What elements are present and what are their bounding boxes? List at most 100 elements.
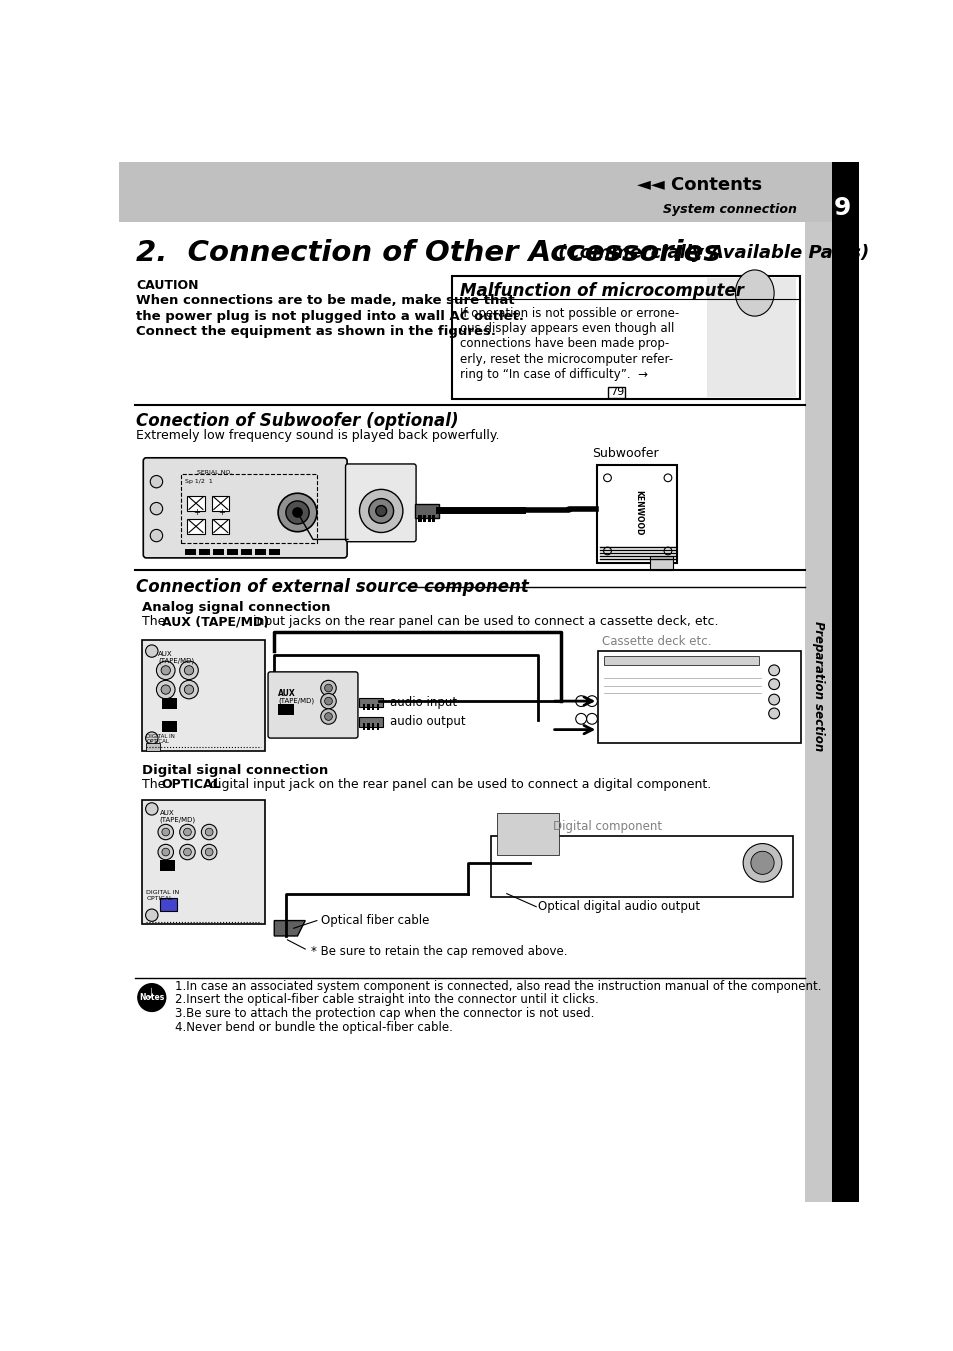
Bar [241, 549, 252, 555]
Circle shape [146, 732, 158, 744]
Circle shape [162, 848, 170, 857]
Bar [372, 704, 374, 711]
Bar [415, 504, 438, 517]
Text: Sp 1/2  1: Sp 1/2 1 [185, 480, 213, 484]
Text: ♩: ♩ [147, 986, 153, 1001]
Bar [418, 515, 421, 523]
Text: If operation is not possible or errone-: If operation is not possible or errone- [459, 307, 679, 320]
Text: Connect the equipment as shown in the figures.: Connect the equipment as shown in the fi… [136, 326, 496, 338]
Text: Subwoofer: Subwoofer [592, 447, 658, 459]
Bar [269, 549, 279, 555]
Bar [212, 519, 229, 534]
Text: 2.Insert the optical-fiber cable straight into the connector until it clicks.: 2.Insert the optical-fiber cable straigh… [174, 993, 598, 1006]
Text: OPTICAL: OPTICAL [146, 739, 169, 744]
FancyBboxPatch shape [268, 671, 357, 738]
Circle shape [150, 476, 162, 488]
Circle shape [183, 828, 192, 836]
Bar [278, 704, 294, 715]
Text: −: − [193, 530, 200, 539]
Text: 9: 9 [833, 196, 850, 220]
Circle shape [586, 713, 597, 724]
Circle shape [768, 665, 779, 676]
Text: Conection of Subwoofer (optional): Conection of Subwoofer (optional) [136, 412, 458, 430]
Bar [649, 557, 673, 570]
Text: AUX (TAPE/MD): AUX (TAPE/MD) [162, 615, 269, 628]
Bar [432, 515, 435, 523]
Circle shape [161, 685, 171, 694]
Text: Preparation section: Preparation section [811, 620, 824, 751]
Polygon shape [274, 920, 305, 936]
Text: OPTICAL: OPTICAL [146, 896, 172, 901]
Circle shape [324, 697, 332, 705]
Text: ◄◄ Contents: ◄◄ Contents [637, 176, 761, 195]
Circle shape [205, 828, 213, 836]
Circle shape [603, 474, 611, 482]
Circle shape [586, 696, 597, 707]
Text: 2.  Connection of Other Accessories: 2. Connection of Other Accessories [136, 239, 720, 267]
Bar [119, 162, 831, 222]
Text: 3.Be sure to attach the protection cap when the connector is not used.: 3.Be sure to attach the protection cap w… [174, 1008, 594, 1020]
Circle shape [205, 848, 213, 857]
Circle shape [603, 547, 611, 555]
Text: AUX: AUX [278, 689, 295, 698]
Circle shape [768, 708, 779, 719]
Text: Digital component: Digital component [553, 820, 661, 834]
Circle shape [663, 547, 671, 555]
Bar [199, 549, 210, 555]
Text: * Be sure to retain the cap removed above.: * Be sure to retain the cap removed abov… [311, 944, 567, 958]
Bar [362, 704, 365, 711]
Text: Optical digital audio output: Optical digital audio output [537, 900, 700, 913]
Text: CAUTION: CAUTION [136, 278, 198, 292]
Text: When connections are to be made, make sure that: When connections are to be made, make su… [136, 295, 515, 307]
Text: KENWOOD: KENWOOD [634, 490, 642, 535]
Text: DIGITAL IN: DIGITAL IN [146, 889, 179, 894]
Bar [491, 836, 793, 897]
FancyBboxPatch shape [143, 458, 347, 558]
Bar [162, 698, 177, 709]
Bar [597, 465, 677, 562]
Text: ring to “In case of difficulty”.  →: ring to “In case of difficulty”. → [459, 367, 648, 381]
Bar [359, 717, 382, 727]
Bar [213, 549, 224, 555]
Bar [376, 723, 378, 730]
Circle shape [158, 824, 173, 840]
Text: (TAPE/MD): (TAPE/MD) [278, 698, 314, 704]
FancyBboxPatch shape [345, 463, 416, 542]
Text: (Commercially Available Parts): (Commercially Available Parts) [551, 245, 868, 262]
Circle shape [320, 681, 335, 696]
Text: Analog signal connection: Analog signal connection [142, 601, 331, 613]
Text: +: + [193, 508, 200, 517]
Text: AUX: AUX [159, 811, 174, 816]
Circle shape [742, 843, 781, 882]
Circle shape [179, 661, 198, 680]
Circle shape [146, 802, 158, 815]
Circle shape [156, 661, 174, 680]
Text: −: − [218, 530, 225, 539]
Bar [372, 723, 374, 730]
Circle shape [137, 984, 166, 1012]
Text: connections have been made prop-: connections have been made prop- [459, 338, 669, 350]
Bar [831, 162, 858, 1202]
Text: Connection of external source component: Connection of external source component [136, 578, 529, 596]
Circle shape [146, 909, 158, 921]
Circle shape [150, 503, 162, 515]
Circle shape [768, 678, 779, 689]
Text: Cassette deck etc.: Cassette deck etc. [601, 635, 711, 648]
Text: erly, reset the microcomputer refer-: erly, reset the microcomputer refer- [459, 353, 673, 366]
Circle shape [768, 694, 779, 705]
Circle shape [320, 709, 335, 724]
Bar [362, 723, 365, 730]
Bar [254, 549, 266, 555]
Text: The: The [142, 778, 170, 790]
Circle shape [179, 681, 198, 698]
Bar [159, 859, 174, 870]
Bar [187, 519, 204, 534]
Bar [367, 704, 369, 711]
Text: audio output: audio output [390, 716, 466, 728]
Bar [367, 723, 369, 730]
Bar [497, 813, 558, 855]
Circle shape [158, 844, 173, 859]
Circle shape [201, 824, 216, 840]
Text: Digital signal connection: Digital signal connection [142, 763, 329, 777]
Circle shape [184, 666, 193, 676]
